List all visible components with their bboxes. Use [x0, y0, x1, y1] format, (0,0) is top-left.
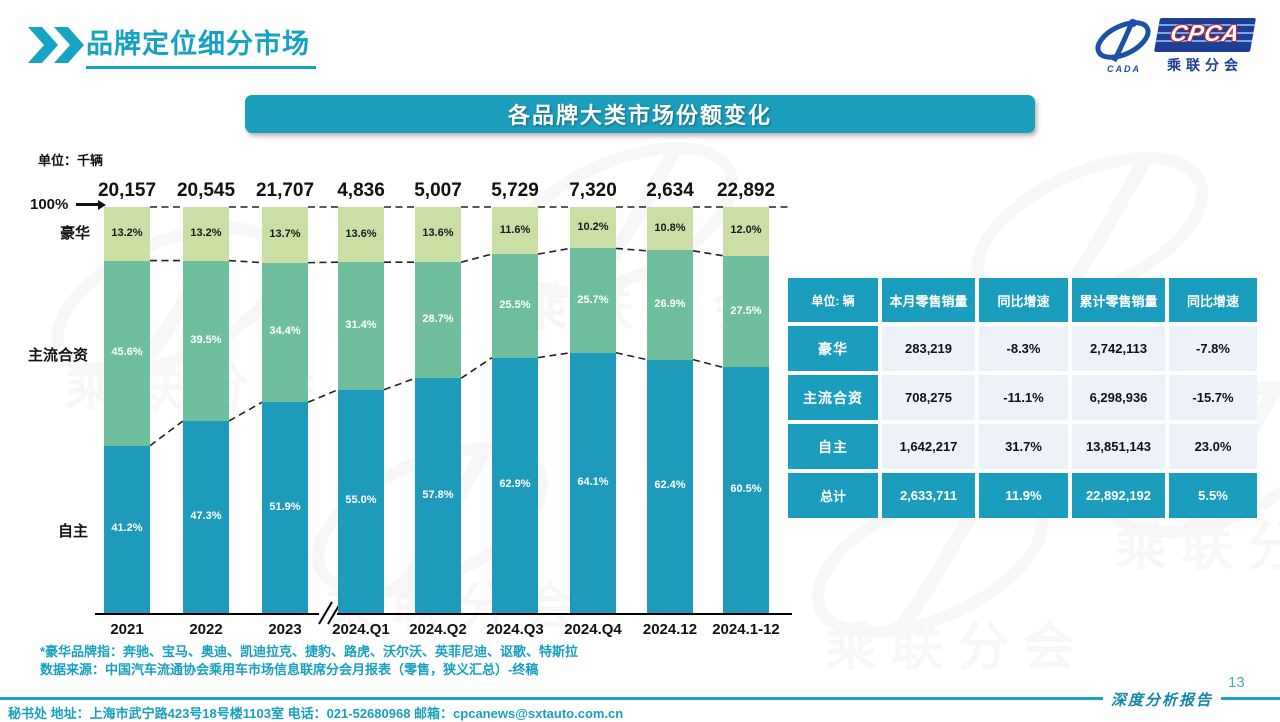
- bar-segment-value: 28.7%: [408, 313, 468, 325]
- table-cell: 22,892,192: [1072, 473, 1165, 518]
- cpca-logo-block: CPCA: [1154, 18, 1256, 52]
- page-title: 品牌定位细分市场: [86, 22, 316, 69]
- footer-divider: [0, 697, 1280, 700]
- bar-segment-value: 13.2%: [176, 227, 236, 239]
- series-label-domestic: 自主: [58, 520, 88, 541]
- footnote-data-source: 数据来源：中国汽车流通协会乘用车市场信息联席分会月报表（零售，狭义汇总）-终稿: [40, 661, 578, 679]
- bar-segment-value: 34.4%: [255, 325, 315, 337]
- x-axis-label: 2024.Q1: [317, 621, 405, 638]
- cpca-logo-cn-name: 乘联分会: [1157, 55, 1253, 75]
- bar-segment-value: 47.3%: [176, 510, 236, 522]
- bar-segment-value: 39.5%: [176, 334, 236, 346]
- bar-total-label: 20,157: [82, 180, 172, 202]
- table-cell: 31.7%: [979, 424, 1068, 469]
- table-row-label: 总计: [788, 473, 878, 518]
- table-cell: 708,275: [882, 375, 975, 420]
- bar-segment-value: 13.7%: [255, 228, 315, 240]
- table-cell: 2,742,113: [1072, 326, 1165, 371]
- table-cell: 1,642,217: [882, 424, 975, 469]
- x-axis-label: 2024.Q3: [471, 621, 559, 638]
- bar-segment-value: 57.8%: [408, 489, 468, 501]
- bar-segment-value: 13.2%: [97, 227, 157, 239]
- report-type-label: 深度分析报告: [1103, 689, 1221, 710]
- bar-segment-value: 13.6%: [331, 228, 391, 240]
- table-cell: 283,219: [882, 326, 975, 371]
- svg-text:CADA: CADA: [1107, 64, 1141, 74]
- double-chevron-icon: [28, 26, 84, 64]
- table-cell: 11.9%: [979, 473, 1068, 518]
- table-cell: -15.7%: [1169, 375, 1257, 420]
- series-label-luxury: 豪华: [60, 222, 90, 243]
- table-cell: -8.3%: [979, 326, 1068, 371]
- table-header-cell: 单位: 辆: [788, 278, 878, 322]
- x-axis-label: 2024.1-12: [702, 621, 790, 638]
- bar-total-label: 20,545: [161, 180, 251, 202]
- x-axis-label: 2021: [83, 621, 171, 638]
- table-cell: 5.5%: [1169, 473, 1257, 518]
- bar-segment-value: 13.6%: [408, 227, 468, 239]
- bar-segment-value: 26.9%: [640, 298, 700, 310]
- cpca-logo-oval-icon: CADA: [1093, 14, 1155, 74]
- bar-segment-value: 60.5%: [716, 483, 776, 495]
- bar-segment-value: 41.2%: [97, 522, 157, 534]
- table-cell: -11.1%: [979, 375, 1068, 420]
- bar-total-label: 22,892: [701, 180, 791, 202]
- bar-segment-value: 10.8%: [640, 222, 700, 234]
- bar-segment-value: 12.0%: [716, 224, 776, 236]
- bar-segment-value: 55.0%: [331, 494, 391, 506]
- bar-segment-value: 25.7%: [563, 294, 623, 306]
- x-axis-label: 2022: [162, 621, 250, 638]
- x-axis-label: 2024.12: [626, 621, 714, 638]
- table-cell: 2,633,711: [882, 473, 975, 518]
- table-header-cell: 本月零售销量: [882, 278, 975, 322]
- table-row-label: 豪华: [788, 326, 878, 371]
- cpca-logo-text: CPCA: [1155, 20, 1256, 47]
- table-row-label: 主流合资: [788, 375, 878, 420]
- x-axis-label: 2024.Q4: [549, 621, 637, 638]
- bar-segment-value: 45.6%: [97, 346, 157, 358]
- bar-segment-value: 25.5%: [485, 299, 545, 311]
- x-axis-label: 2024.Q2: [394, 621, 482, 638]
- bar-total-label: 5,729: [470, 180, 560, 202]
- table-row-label: 自主: [788, 424, 878, 469]
- bar-segment-value: 62.9%: [485, 478, 545, 490]
- table-header-cell: 同比增速: [1169, 278, 1257, 322]
- chart-unit-label: 单位：千辆: [38, 150, 103, 169]
- series-label-jv: 主流合资: [28, 344, 88, 365]
- chart-title-banner: 各品牌大类市场份额变化: [245, 95, 1035, 133]
- table-cell: 13,851,143: [1072, 424, 1165, 469]
- bar-segment-value: 27.5%: [716, 305, 776, 317]
- x-axis-label: 2023: [241, 621, 329, 638]
- table-cell: 6,298,936: [1072, 375, 1165, 420]
- bar-segment-value: 10.2%: [563, 221, 623, 233]
- table-header-cell: 累计零售销量: [1072, 278, 1165, 322]
- bar-segment-value: 31.4%: [331, 319, 391, 331]
- page-number: 13: [1228, 674, 1245, 691]
- footer-contact-info: 秘书处 地址：上海市武宁路423号18号楼1103室 电话：021-526809…: [8, 703, 623, 722]
- footnote-luxury-brands: *豪华品牌指：奔驰、宝马、奥迪、凯迪拉克、捷豹、路虎、沃尔沃、英菲尼迪、讴歌、特…: [40, 643, 578, 661]
- bar-segment-value: 11.6%: [485, 224, 545, 236]
- footnotes: *豪华品牌指：奔驰、宝马、奥迪、凯迪拉克、捷豹、路虎、沃尔沃、英菲尼迪、讴歌、特…: [40, 643, 578, 679]
- table-cell: -7.8%: [1169, 326, 1257, 371]
- cpca-logo: CADA CPCA 乘联分会: [1093, 14, 1253, 76]
- bar-segment-value: 62.4%: [640, 479, 700, 491]
- bar-segment-value: 51.9%: [255, 501, 315, 513]
- table-header-cell: 同比增速: [979, 278, 1068, 322]
- bar-segment-value: 64.1%: [563, 476, 623, 488]
- table-cell: 23.0%: [1169, 424, 1257, 469]
